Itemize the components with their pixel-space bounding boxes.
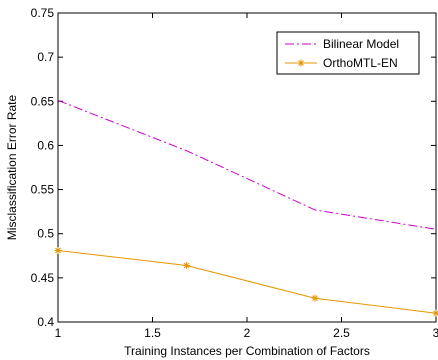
series-line-0 [57,99,437,230]
legend-box [276,31,420,75]
y-tick-label: 0.4 [37,315,54,329]
y-tick-label: 0.65 [31,94,55,108]
legend-marker-orthomtl-en [297,59,305,67]
y-tick-label: 0.7 [37,50,54,64]
x-tick-label: 1 [55,326,62,340]
legend-label-orthomtl-en: OrthoMTL-EN [323,56,398,70]
legend-label-bilinear-model: Bilinear Model [323,37,399,51]
x-tick-label: 3 [433,326,438,340]
legend-marker-icon [297,59,305,67]
data-point [311,294,319,302]
y-tick-label: 0.6 [37,138,54,152]
axis-ticks: 1 1.5 2 2.5 3 0.4 0.45 0.5 0.55 0.6 0.65 0.7 0.75 [31,6,438,340]
y-axis-label: Misclassification Error Rate [5,94,19,240]
series-line-1 [57,250,437,314]
data-point [183,261,191,269]
x-tick-label: 2.5 [333,326,350,340]
data-point [54,246,62,254]
x-tick-label: 2 [244,326,251,340]
y-tick-label: 0.55 [31,183,55,197]
x-tick-label: 1.5 [144,326,161,340]
x-axis-label: Training Instances per Combination of Fa… [124,344,370,358]
legend: Bilinear Model OrthoMTL-EN [276,31,420,75]
y-tick-label: 0.5 [37,227,54,241]
series-layer [54,99,438,317]
y-tick-label: 0.75 [31,6,55,20]
y-tick-label: 0.45 [31,271,55,285]
